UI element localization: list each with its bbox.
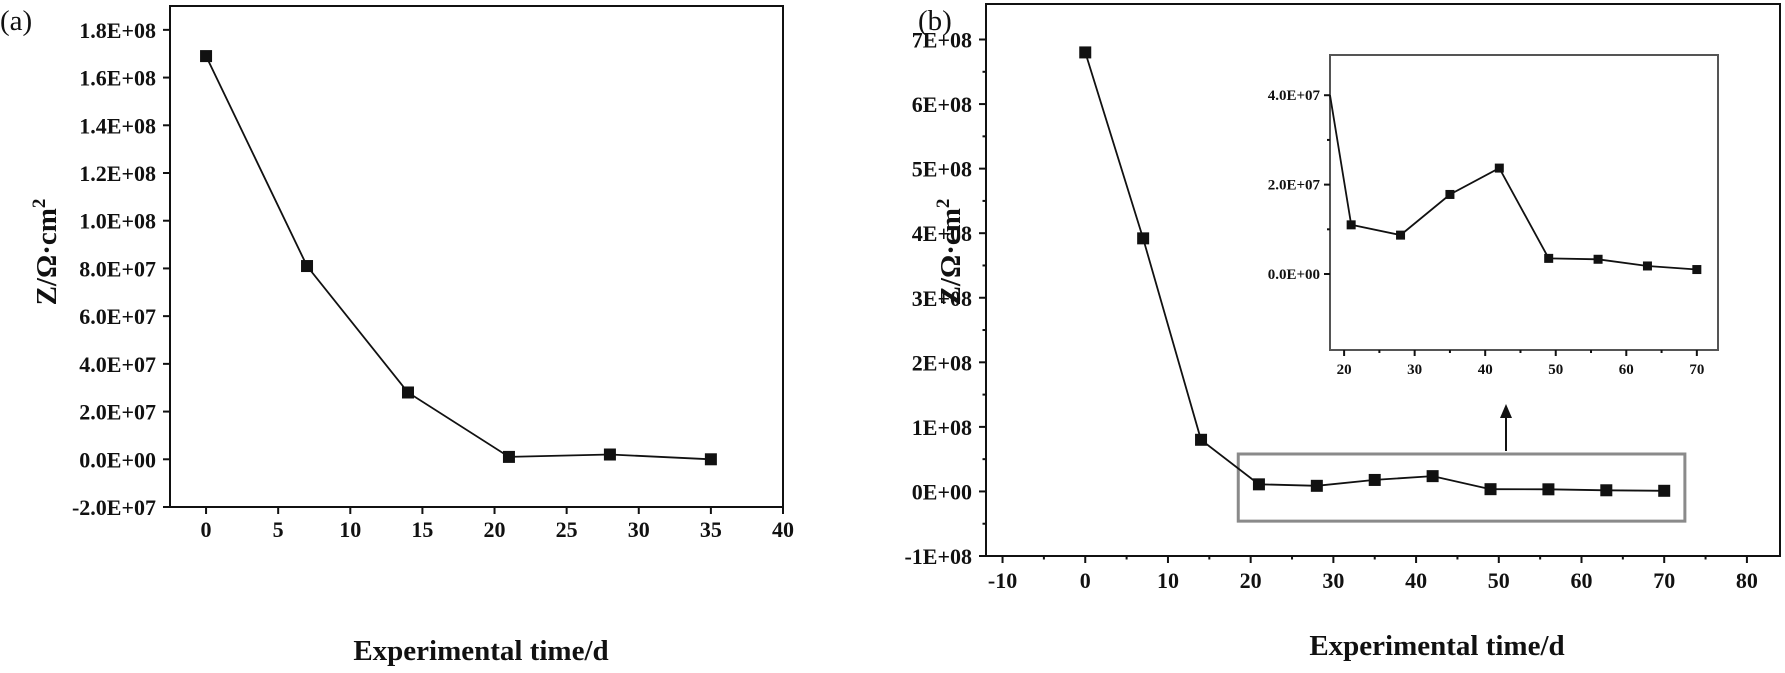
panel-a-data-point: [502, 450, 515, 463]
panel-a-xtick-label: 5: [273, 517, 284, 542]
panel-a-xtick-label: 10: [339, 517, 361, 542]
panel-b-data-point: [1484, 483, 1497, 496]
panel-b-data-point: [1137, 232, 1150, 245]
panel-inset-xtick-label: 20: [1337, 362, 1352, 378]
panel-a-chart: 0 5 10 15 20 25 30 35 40 -2.0E+07 0.0E+00 2.0E+07 4.…: [72, 5, 794, 542]
panel-b-data-point: [1195, 433, 1208, 446]
panel-a-ytick-label: 1.6E+08: [79, 66, 156, 91]
panel-b-ytick-label: 2E+08: [912, 350, 972, 375]
panel-a-ylabel: Z/Ω·cm2: [29, 199, 63, 306]
panel-inset-data-point: [1396, 230, 1406, 240]
panel-a-data-point: [401, 386, 414, 399]
panel-b-data-point: [1252, 478, 1265, 491]
panel-b-xtick-label: -10: [988, 568, 1017, 593]
panel-a-xlabel: Experimental time/d: [353, 635, 608, 667]
panel-inset-data-point: [1642, 261, 1652, 271]
panel-a-ytick-label: 0.0E+00: [79, 447, 156, 472]
panel-inset-data-point: [1692, 265, 1702, 275]
panel-b-xtick-label: 60: [1571, 568, 1593, 593]
panel-b-label: (b): [918, 5, 952, 37]
panel-b-plot-frame: [985, 3, 1781, 557]
panel-a-xtick-label: 15: [411, 517, 433, 542]
panel-inset-data-point: [1593, 254, 1603, 264]
panel-b-xtick-label: 70: [1653, 568, 1675, 593]
panel-inset-ytick-label: 0.0E+00: [1268, 267, 1320, 283]
panel-a-xtick-label: 35: [700, 517, 722, 542]
panel-a-xtick-label: 30: [628, 517, 650, 542]
panel-b-ytick-label: 0E+00: [912, 479, 972, 504]
panel-inset-xtick-label: 30: [1407, 362, 1422, 378]
panel-inset-data-point: [1445, 189, 1455, 199]
panel-a-xtick-label: 25: [556, 517, 578, 542]
panel-a-data-point: [200, 50, 213, 63]
panel-inset-xtick-label: 50: [1548, 362, 1563, 378]
panel-b-data-point: [1426, 470, 1439, 483]
panel-b-data-point: [1600, 484, 1613, 497]
panel-b-xtick-label: 0: [1080, 568, 1091, 593]
panel-b-ytick-label: 3E+08: [912, 286, 972, 311]
panel-a-ytick-label: 1.2E+08: [79, 161, 156, 186]
panel-a-ytick-label: -2.0E+07: [72, 495, 156, 520]
panel-a-ylabel-superscript: 2: [29, 199, 50, 209]
panel-b-highlight-box: [1236, 452, 1687, 523]
panel-b-data-point: [1542, 483, 1555, 496]
panel-b-ytick-label: 5E+08: [912, 157, 972, 182]
panel-b-ytick-label: 4E+08: [912, 221, 972, 246]
panel-b-ytick-label: 1E+08: [912, 415, 972, 440]
panel-a-ylabel-text: Z/Ω·cm: [31, 208, 63, 305]
inset-arrow: [1500, 404, 1512, 451]
panel-b-data-point: [1368, 473, 1381, 486]
panel-inset-xtick-label: 40: [1478, 362, 1493, 378]
panel-inset-data-point: [1494, 163, 1504, 173]
panel-inset-data-point: [1346, 220, 1356, 230]
panel-b-ytick-label: -1E+08: [904, 544, 972, 569]
panel-inset-xtick-label: 60: [1619, 362, 1634, 378]
inset-arrow-head: [1500, 404, 1512, 418]
panel-b-xtick-label: 20: [1240, 568, 1262, 593]
panel-b-ylabel-superscript: 2: [933, 199, 954, 209]
panel-b-xtick-label: 80: [1736, 568, 1758, 593]
panel-b-data-point: [1658, 484, 1671, 497]
panel-a-ytick-label: 6.0E+07: [79, 304, 156, 329]
panel-b-data-point: [1310, 479, 1323, 492]
panel-b-xtick-label: 40: [1405, 568, 1427, 593]
panel-b-inset-chart: 20 30 40 50 60 70 0.0E+00 2.0E+07 4.0E+07: [1268, 54, 1719, 378]
panel-a-series-line: [205, 55, 711, 461]
panel-a-label: (a): [0, 5, 32, 37]
panel-a-ytick-label: 4.0E+07: [79, 352, 156, 377]
panel-b-ylabel-text: Z/Ω·cm: [935, 208, 967, 305]
panel-a-ytick-label: 1.4E+08: [79, 113, 156, 138]
panel-a-data-point: [301, 260, 314, 273]
panel-inset-ytick-label: 4.0E+07: [1268, 88, 1321, 104]
panel-a-ytick-label: 1.8E+08: [79, 18, 156, 43]
panel-inset-ytick-label: 2.0E+07: [1268, 178, 1321, 194]
panel-b-xtick-label: 10: [1157, 568, 1179, 593]
panel-a-data-point: [704, 453, 717, 466]
panel-a-plot-frame: [169, 5, 784, 508]
panel-a-xtick-label: 40: [772, 517, 794, 542]
panel-b-ytick-label: 6E+08: [912, 92, 972, 117]
panel-a-ytick-label: 2.0E+07: [79, 400, 156, 425]
panel-a-xtick-label: 0: [201, 517, 212, 542]
panel-a-ytick-label: 8.0E+07: [79, 256, 156, 281]
panel-b-data-point: [1079, 46, 1092, 59]
panel-b-ylabel: Z/Ω·cm2: [933, 199, 967, 306]
panel-b-ytick-label: 7E+08: [912, 28, 972, 53]
panel-a-data-point: [603, 448, 616, 461]
panel-inset-data-point: [1544, 253, 1554, 263]
panel-a-ytick-label: 1.0E+08: [79, 209, 156, 234]
panel-inset-xtick-label: 70: [1689, 362, 1704, 378]
panel-inset-plot-frame: [1329, 54, 1719, 351]
panel-b-xlabel: Experimental time/d: [1309, 630, 1564, 662]
panel-b-xtick-label: 50: [1488, 568, 1510, 593]
panel-a-xtick-label: 20: [484, 517, 506, 542]
panel-b-xtick-label: 30: [1322, 568, 1344, 593]
panel-b-chart: -10 0 10 20 30 40 50 60 70 80 -1E+08 0E+00 1E+08 2E+0…: [904, 3, 1781, 593]
